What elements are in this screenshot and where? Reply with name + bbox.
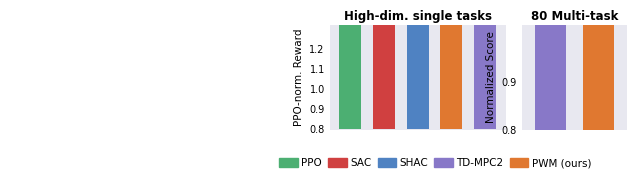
Y-axis label: PPO-norm. Reward: PPO-norm. Reward: [294, 28, 304, 126]
Bar: [474, 0, 496, 130]
Title: 80 Multi-task: 80 Multi-task: [531, 10, 618, 23]
Bar: [583, 0, 614, 130]
Title: High-dim. single tasks: High-dim. single tasks: [344, 10, 492, 23]
Bar: [406, 0, 429, 130]
Legend: PPO, SAC, SHAC, TD-MPC2, PWM (ours): PPO, SAC, SHAC, TD-MPC2, PWM (ours): [279, 158, 591, 168]
Y-axis label: Normalized Score: Normalized Score: [486, 31, 496, 123]
Bar: [339, 0, 361, 130]
Bar: [440, 0, 463, 130]
Bar: [535, 0, 566, 130]
Bar: [372, 0, 395, 130]
